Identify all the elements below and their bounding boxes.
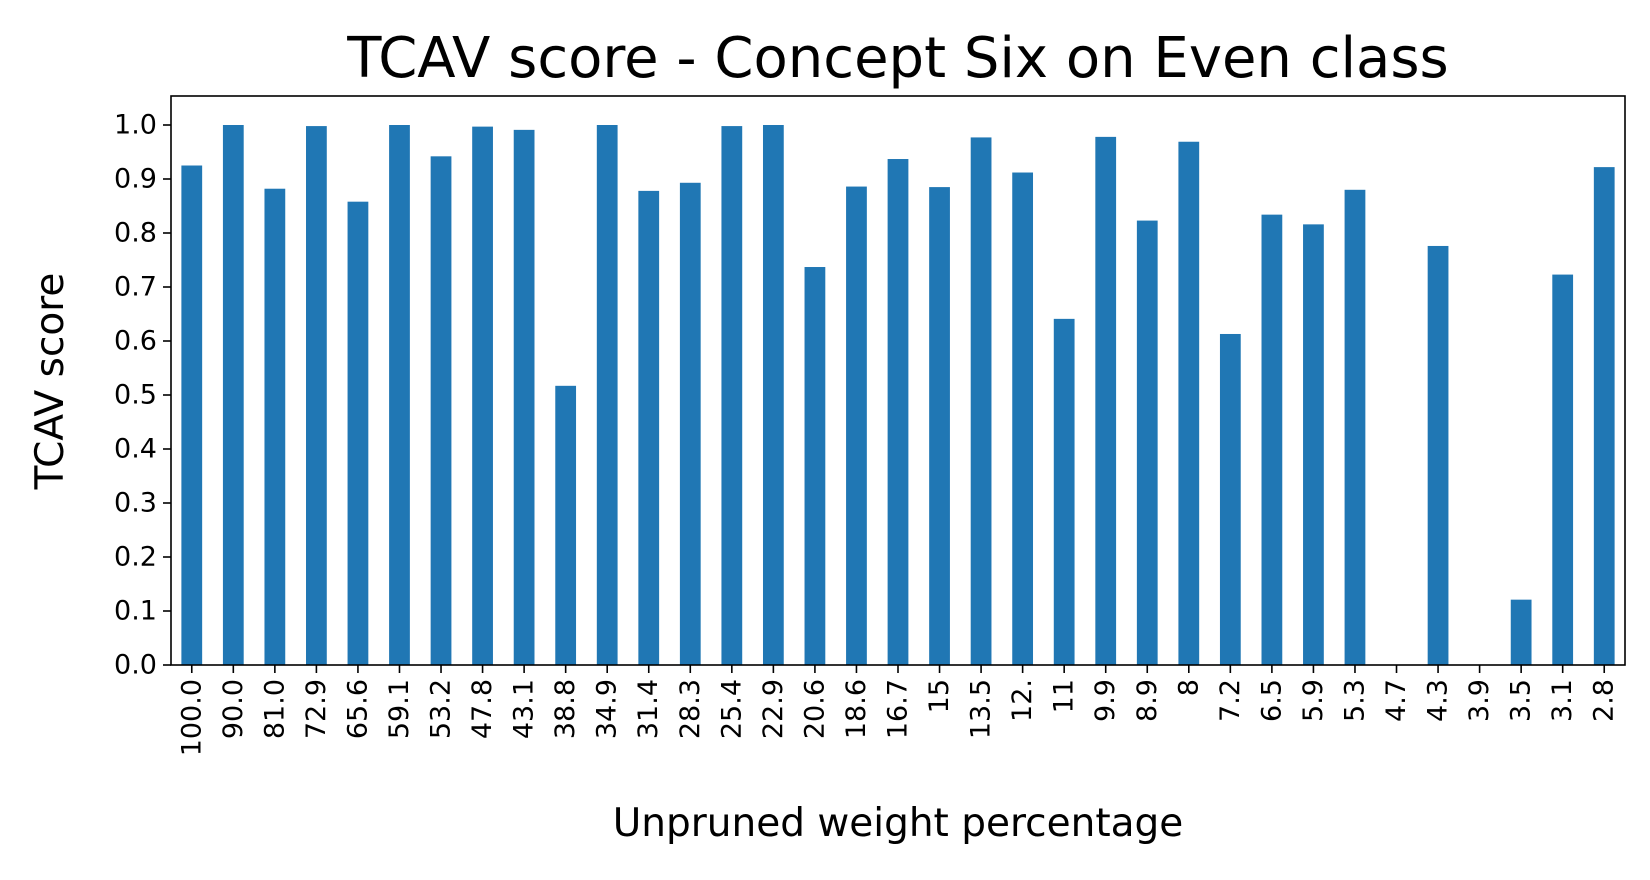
x-tick-label: 47.8: [467, 679, 498, 739]
x-tick-label: 28.3: [675, 679, 706, 739]
x-tick-label: 7.2: [1215, 679, 1246, 722]
bar: [1510, 599, 1532, 665]
bar: [721, 126, 743, 665]
bar: [1427, 245, 1449, 665]
y-tick-label: 0.6: [114, 326, 157, 357]
x-tick-label: 22.9: [758, 679, 789, 739]
bar: [222, 125, 244, 665]
bar: [929, 187, 950, 665]
x-tick-label: 6.5: [1256, 679, 1287, 722]
x-tick-label: 25.4: [716, 679, 747, 739]
bar: [1178, 141, 1200, 666]
bar: [1552, 274, 1574, 665]
bar: [1344, 189, 1366, 666]
x-tick-label: 20.6: [799, 679, 830, 739]
y-tick-label: 0.7: [114, 272, 157, 303]
x-tick-label: 9.9: [1090, 679, 1121, 722]
x-tick-label: 5.9: [1298, 679, 1329, 722]
bar: [762, 125, 784, 665]
x-tick-label: 3.1: [1547, 679, 1578, 722]
bar: [1261, 214, 1283, 665]
y-tick-label: 0.8: [114, 218, 157, 249]
x-tick-label: 72.9: [301, 679, 332, 739]
plot-frame: [170, 95, 1626, 666]
x-tick-label: 3.5: [1506, 679, 1537, 722]
y-tick-label: 0.1: [114, 596, 157, 627]
x-tick-label: 59.1: [384, 679, 415, 739]
bar: [513, 129, 535, 666]
x-tick-label: 5.3: [1339, 679, 1370, 722]
x-tick-label: 12.: [1007, 679, 1038, 722]
x-axis-ticks: 100.0 90.0 81.0 72.9 65.6 59.1 53.2 47.8 43.1 38.…: [176, 665, 1620, 756]
bars-group: [181, 125, 1615, 666]
y-tick-label: 0.4: [114, 434, 157, 465]
x-tick-label: 53.2: [426, 679, 457, 739]
bar: [555, 385, 577, 665]
bar: [1095, 136, 1117, 665]
x-tick-label: 65.6: [342, 679, 373, 739]
x-tick-label: 15: [924, 679, 955, 713]
y-tick-label: 0.3: [114, 488, 157, 519]
bar: [887, 159, 909, 665]
x-tick-label: 90.0: [218, 679, 249, 739]
bar: [804, 267, 826, 665]
x-tick-label: 4.3: [1423, 679, 1454, 722]
bar: [430, 156, 452, 665]
bar: [1012, 172, 1034, 665]
bar: [1053, 318, 1075, 665]
bar: [970, 137, 992, 666]
y-tick-label: 0.0: [114, 650, 157, 681]
bar: [1219, 333, 1241, 665]
bar: [347, 201, 369, 665]
y-tick-label: 1.0: [114, 110, 157, 141]
x-tick-label: 13.5: [966, 679, 997, 739]
bar: [596, 125, 618, 665]
y-tick-label: 0.2: [114, 542, 157, 573]
bar: [846, 186, 867, 665]
bar: [638, 190, 660, 665]
x-tick-label: 43.1: [509, 679, 540, 739]
x-tick-label: 100.0: [176, 679, 207, 756]
x-tick-label: 3.9: [1464, 679, 1495, 722]
y-tick-label: 0.5: [114, 380, 157, 411]
x-tick-label: 2.8: [1589, 679, 1620, 722]
x-tick-label: 8.9: [1132, 679, 1163, 722]
x-tick-label: 34.9: [592, 679, 623, 739]
x-tick-label: 8: [1173, 679, 1204, 696]
bar: [264, 188, 286, 665]
x-tick-label: 16.7: [883, 679, 914, 739]
x-tick-label: 31.4: [633, 679, 664, 739]
bar: [389, 125, 410, 665]
bar: [472, 126, 493, 666]
x-tick-label: 81.0: [259, 679, 290, 739]
y-axis-label: TCAV score: [28, 273, 73, 491]
x-tick-label: 4.7: [1381, 679, 1412, 722]
y-axis-ticks: 0.0 0.1 0.2 0.3 0.4 0.5 0.6 0.7 0.8 0.9 1.0: [114, 110, 171, 681]
bar: [1593, 167, 1615, 665]
x-tick-label: 11: [1049, 679, 1080, 713]
bar: [1303, 224, 1324, 666]
y-tick-label: 0.9: [114, 164, 157, 195]
bar: [181, 165, 203, 665]
x-axis-label: Unpruned weight percentage: [613, 801, 1184, 846]
bar: [679, 182, 701, 665]
bar: [306, 126, 327, 665]
bar: [1136, 220, 1158, 665]
x-tick-label: 38.8: [550, 679, 581, 739]
chart-title: TCAV score - Concept Six on Even class: [346, 26, 1448, 91]
x-tick-label: 18.6: [841, 679, 872, 739]
